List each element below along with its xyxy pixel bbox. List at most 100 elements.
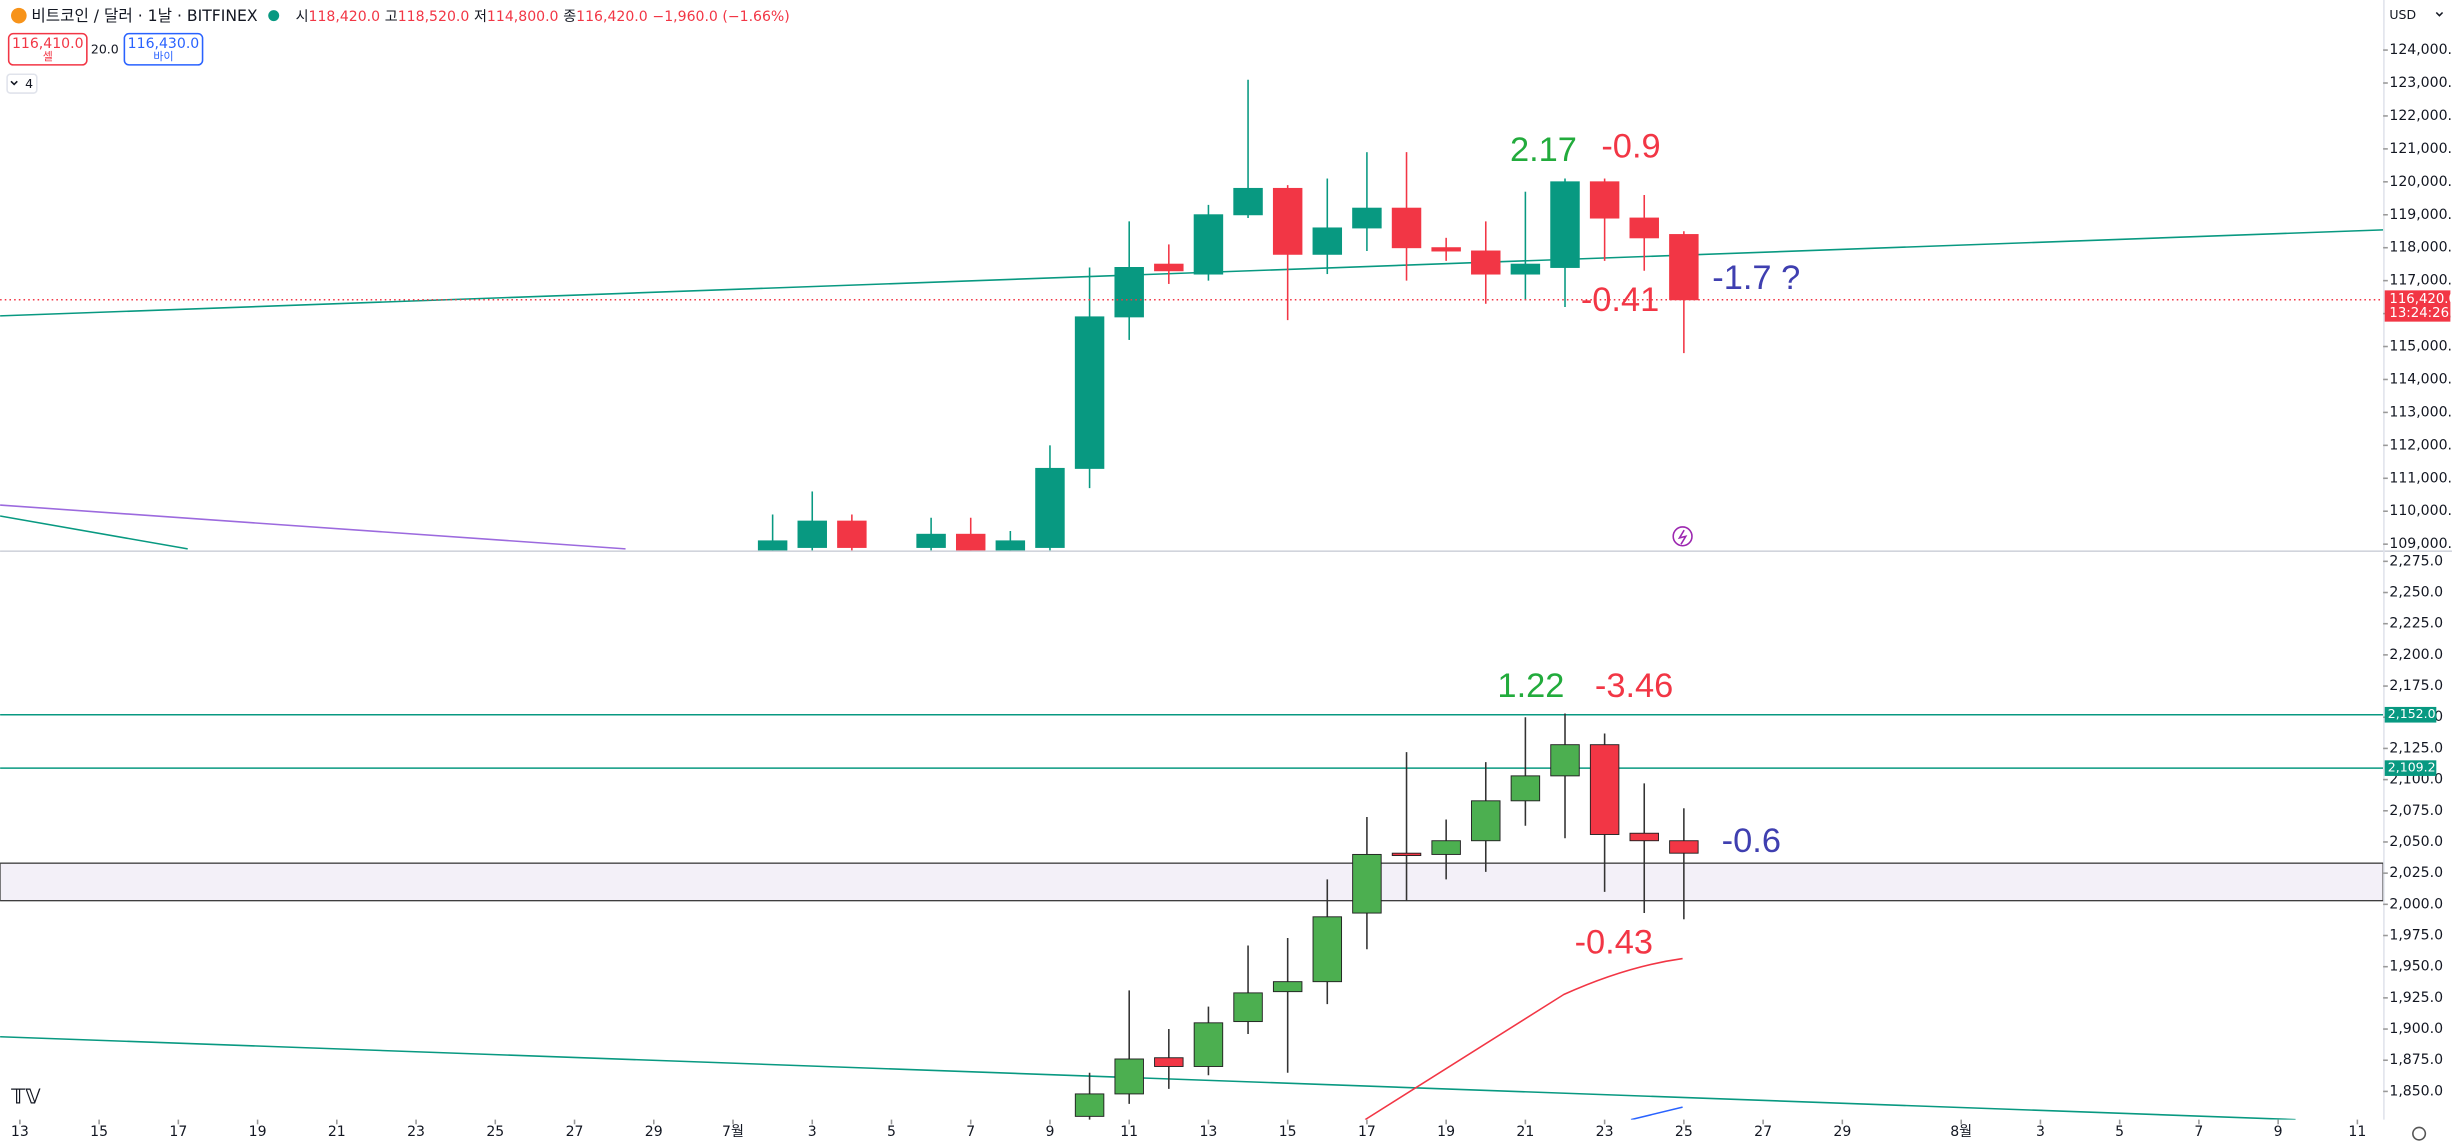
candle-body	[797, 520, 827, 548]
candle-body	[1391, 207, 1422, 249]
x-tick-label: 23	[407, 1124, 425, 1140]
y-tick-label: 112,000.0	[2389, 437, 2452, 453]
currency[interactable]: USD	[2389, 7, 2416, 22]
ohlc: 시118,420.0 고118,520.0 저114,800.0 종116,420.0…	[296, 9, 790, 25]
y-tick-label: 119,000.0	[2389, 207, 2452, 223]
candle-body	[1471, 800, 1501, 842]
label: 시	[296, 9, 309, 25]
candle-body	[1629, 217, 1659, 239]
buy-price[interactable]: 116,430.0	[128, 36, 200, 52]
candle-body	[1589, 181, 1620, 219]
candle-body	[1154, 263, 1184, 272]
candle-body	[1589, 744, 1620, 835]
y-tick-label: 111,000.0	[2389, 470, 2452, 486]
candle-body	[1312, 916, 1343, 983]
x-tick-label: 5	[887, 1124, 896, 1140]
buy-label[interactable]: 바이	[153, 50, 173, 63]
logo: 𝕋𝕍	[11, 1085, 41, 1109]
candle-body	[1550, 744, 1580, 777]
chevron	[2435, 11, 2444, 17]
candle-body	[995, 540, 1026, 551]
indicator-toggle[interactable]	[6, 73, 38, 94]
y-tick-label: 123,000.0	[2389, 75, 2452, 91]
annotation: -0.9	[1601, 128, 1660, 166]
candle-body	[1550, 181, 1580, 268]
y-tick-label: 115,000.0	[2389, 339, 2452, 355]
annotation: 2.17	[1510, 131, 1577, 169]
event-icon[interactable]	[1672, 526, 1693, 547]
candle-body	[1272, 981, 1303, 993]
candle-body	[1114, 1058, 1144, 1095]
zone	[0, 862, 2384, 902]
x-tick-label: 8월	[1950, 1124, 1972, 1140]
top-pane	[0, 79, 2384, 551]
candle-body	[837, 520, 867, 548]
value: 114,800.0	[487, 9, 559, 25]
label: 고	[385, 9, 398, 25]
candle-body	[1233, 187, 1263, 216]
y-tick-label: 109,000.0	[2389, 536, 2452, 552]
candle-body	[1471, 250, 1501, 275]
candle-body	[1035, 467, 1065, 548]
y-tick-label: 1,850.0	[2389, 1083, 2443, 1099]
x-tick-label: 11	[1120, 1124, 1138, 1140]
x-tick-label: 23	[1596, 1124, 1614, 1140]
candle-body	[1391, 852, 1422, 857]
x-tick-label: 21	[328, 1124, 346, 1140]
candle-body	[1352, 853, 1382, 914]
x-tick-label: 29	[645, 1124, 663, 1140]
x-tick-label: 17	[1358, 1124, 1376, 1140]
sell-button[interactable]	[7, 32, 88, 66]
x-tick-label: 13	[11, 1124, 29, 1140]
sell-price[interactable]: 116,410.0	[12, 36, 84, 52]
candle-body	[1431, 247, 1461, 252]
y-tick-label: 117,000.0	[2389, 273, 2452, 289]
price-label: 2,109.2	[2388, 760, 2436, 775]
symbol-title: 비트코인 / 달러 · 1날 · BITFINEX	[31, 6, 258, 25]
candle-body	[1431, 840, 1461, 855]
y-tick-label: 2,000.0	[2389, 896, 2443, 912]
y-tick-label: 110,000.0	[2389, 503, 2452, 519]
x-tick-label: 11	[2348, 1124, 2366, 1140]
annotation: -0.41	[1581, 281, 1659, 319]
indicator-count[interactable]: 4	[25, 76, 33, 91]
label: 저	[474, 9, 487, 25]
y-tick-label: 2,025.0	[2389, 865, 2443, 881]
candle-body	[757, 540, 788, 551]
candle-body	[1272, 187, 1303, 255]
curve	[1364, 957, 1683, 1120]
y-tick-label: 2,275.0	[2389, 553, 2443, 569]
y-tick-label: 2,200.0	[2389, 647, 2443, 663]
y-tick-label: 120,000.0	[2389, 174, 2452, 190]
trendline	[0, 229, 2384, 317]
y-tick-label: 114,000.0	[2389, 371, 2452, 387]
x-tick-label: 7	[2194, 1124, 2203, 1140]
x-tick-label: 29	[1833, 1124, 1851, 1140]
x-tick-label: 25	[1675, 1124, 1693, 1140]
annotation: -1.7 ?	[1712, 259, 1800, 297]
candle-body	[1074, 316, 1105, 469]
trendline	[1630, 1106, 1683, 1120]
x-tick-label: 13	[1199, 1124, 1217, 1140]
buy-button[interactable]	[123, 32, 204, 66]
x-tick-label: 15	[90, 1124, 108, 1140]
y-tick-label: 1,875.0	[2389, 1052, 2443, 1068]
candle-body	[955, 533, 986, 551]
candle-body	[1312, 227, 1343, 255]
x-tick-label: 27	[566, 1124, 584, 1140]
y-tick-label: 113,000.0	[2389, 404, 2452, 420]
value: 118,520.0	[398, 9, 470, 25]
x-tick-label: 15	[1279, 1124, 1297, 1140]
y-tick-label: 1,900.0	[2389, 1021, 2443, 1037]
last-price-bg	[2384, 290, 2451, 322]
candle-body	[1669, 840, 1699, 854]
settings-icon[interactable]	[2412, 1126, 2427, 1141]
y-tick-label: 2,050.0	[2389, 834, 2443, 850]
value: 116,420.0	[576, 9, 648, 25]
candle-body	[1154, 1057, 1184, 1067]
y-tick-label: 118,000.0	[2389, 240, 2452, 256]
sell-label[interactable]: 셀	[43, 50, 53, 63]
x-tick-label: 19	[1437, 1124, 1455, 1140]
